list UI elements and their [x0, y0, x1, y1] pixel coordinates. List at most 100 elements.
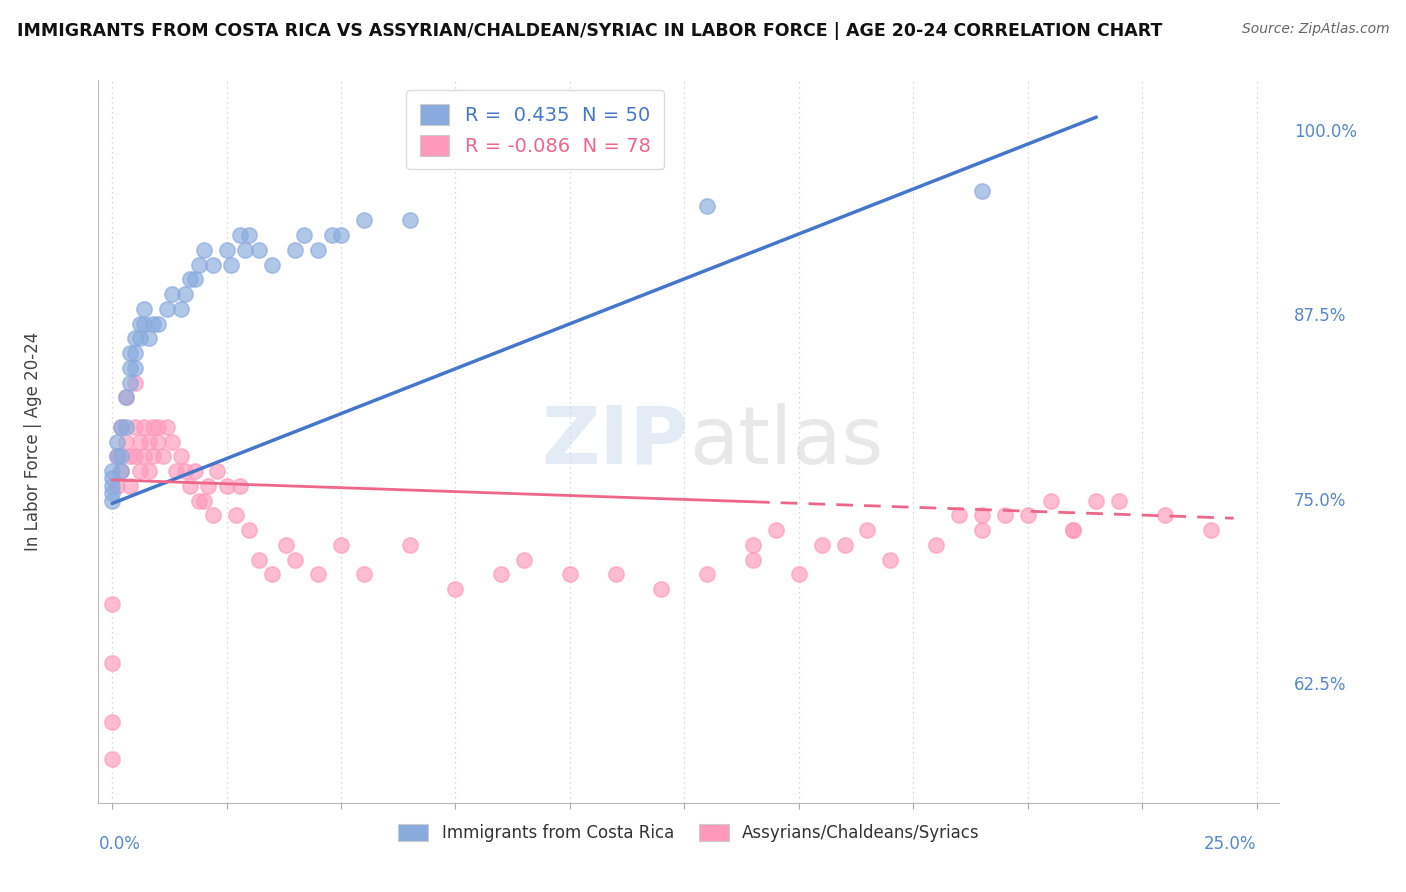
Point	[120, 376, 142, 390]
Point	[262, 258, 284, 272]
Point	[330, 538, 353, 552]
Point	[134, 301, 156, 316]
Point	[105, 434, 128, 449]
Point	[128, 434, 150, 449]
Point	[110, 464, 132, 478]
Point	[742, 552, 765, 566]
Text: atlas: atlas	[689, 402, 883, 481]
Point	[152, 450, 174, 464]
Point	[856, 523, 879, 537]
Point	[120, 346, 142, 360]
Point	[605, 567, 627, 582]
Point	[970, 523, 993, 537]
Point	[229, 479, 252, 493]
Text: 62.5%: 62.5%	[1294, 676, 1346, 694]
Text: 75.0%: 75.0%	[1294, 491, 1346, 509]
Point	[101, 464, 124, 478]
Point	[321, 228, 343, 243]
Point	[353, 213, 375, 227]
Point	[128, 317, 150, 331]
Point	[1154, 508, 1177, 523]
Point	[491, 567, 513, 582]
Point	[160, 434, 183, 449]
Point	[142, 317, 165, 331]
Point	[156, 301, 179, 316]
Point	[284, 243, 307, 257]
Point	[215, 479, 238, 493]
Point	[105, 479, 128, 493]
Point	[179, 479, 201, 493]
Point	[188, 493, 211, 508]
Point	[197, 479, 219, 493]
Point	[284, 552, 307, 566]
Point	[834, 538, 856, 552]
Point	[110, 419, 132, 434]
Text: In Labor Force | Age 20-24: In Labor Force | Age 20-24	[24, 332, 42, 551]
Point	[193, 243, 215, 257]
Point	[238, 523, 260, 537]
Point	[1199, 523, 1222, 537]
Point	[115, 434, 138, 449]
Point	[1062, 523, 1084, 537]
Point	[101, 656, 124, 670]
Point	[1085, 493, 1108, 508]
Point	[124, 376, 146, 390]
Point	[146, 317, 169, 331]
Point	[146, 419, 169, 434]
Point	[247, 552, 270, 566]
Point	[225, 508, 247, 523]
Point	[696, 567, 718, 582]
Point	[274, 538, 297, 552]
Legend: Immigrants from Costa Rica, Assyrians/Chaldeans/Syriacs: Immigrants from Costa Rica, Assyrians/Ch…	[391, 817, 987, 848]
Point	[183, 464, 205, 478]
Point	[124, 419, 146, 434]
Point	[1039, 493, 1062, 508]
Point	[294, 228, 316, 243]
Point	[142, 419, 165, 434]
Text: 0.0%: 0.0%	[98, 835, 141, 854]
Point	[174, 287, 197, 301]
Point	[247, 243, 270, 257]
Point	[124, 331, 146, 345]
Text: Source: ZipAtlas.com: Source: ZipAtlas.com	[1241, 22, 1389, 37]
Point	[238, 228, 260, 243]
Point	[948, 508, 970, 523]
Point	[134, 450, 156, 464]
Point	[115, 419, 138, 434]
Point	[229, 228, 252, 243]
Point	[156, 419, 179, 434]
Point	[124, 346, 146, 360]
Point	[101, 597, 124, 611]
Point	[120, 450, 142, 464]
Point	[128, 331, 150, 345]
Point	[105, 450, 128, 464]
Text: IMMIGRANTS FROM COSTA RICA VS ASSYRIAN/CHALDEAN/SYRIAC IN LABOR FORCE | AGE 20-2: IMMIGRANTS FROM COSTA RICA VS ASSYRIAN/C…	[17, 22, 1163, 40]
Text: 87.5%: 87.5%	[1294, 307, 1346, 326]
Point	[1017, 508, 1039, 523]
Point	[101, 486, 124, 500]
Point	[513, 552, 536, 566]
Point	[165, 464, 187, 478]
Point	[219, 258, 242, 272]
Point	[138, 331, 160, 345]
Text: 25.0%: 25.0%	[1204, 835, 1257, 854]
Point	[970, 184, 993, 198]
Point	[201, 258, 224, 272]
Point	[215, 243, 238, 257]
Point	[444, 582, 467, 596]
Point	[146, 434, 169, 449]
Point	[233, 243, 256, 257]
Point	[170, 450, 193, 464]
Text: ZIP: ZIP	[541, 402, 689, 481]
Point	[1062, 523, 1084, 537]
Text: 100.0%: 100.0%	[1294, 123, 1357, 141]
Point	[558, 567, 581, 582]
Point	[262, 567, 284, 582]
Point	[201, 508, 224, 523]
Point	[101, 751, 124, 765]
Point	[138, 464, 160, 478]
Point	[120, 479, 142, 493]
Point	[134, 317, 156, 331]
Point	[174, 464, 197, 478]
Point	[128, 464, 150, 478]
